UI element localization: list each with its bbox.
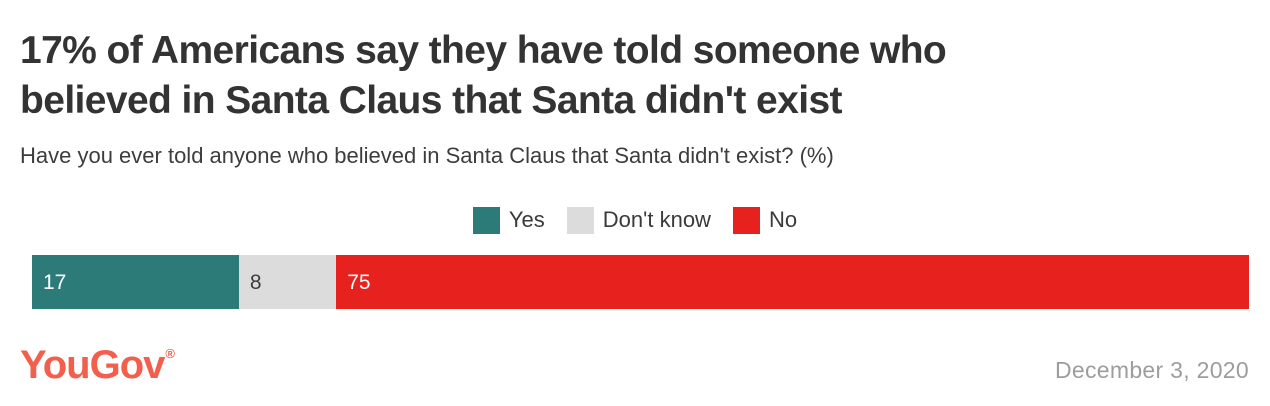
bar-segment-don-t-know: 8 <box>238 255 337 309</box>
chart-legend: Yes Don't know No <box>0 206 1270 234</box>
legend-swatch-yes <box>472 206 500 234</box>
bar-value-no: 75 <box>347 270 371 294</box>
yougov-logo-text: YouGov <box>20 343 165 387</box>
yougov-logo: YouGov® <box>20 343 175 387</box>
legend-label-don-t-know: Don't know <box>602 207 711 232</box>
legend-label-no: No <box>768 207 798 232</box>
bar-value-don-t-know: 8 <box>249 270 262 294</box>
legend-label-yes: Yes <box>508 207 545 232</box>
legend-item-yes: Yes <box>472 206 545 234</box>
legend-swatch-don-t-know <box>566 206 594 234</box>
chart-title: 17% of Americans say they have told some… <box>20 26 1250 126</box>
legend-swatch-no <box>732 206 760 234</box>
bar-segment-no: 75 <box>336 255 1249 309</box>
chart-title-line-2: believed in Santa Claus that Santa didn'… <box>20 79 843 122</box>
chart-title-line-1: 17% of Americans say they have told some… <box>20 29 947 72</box>
legend-item-don-t-know: Don't know <box>566 206 711 234</box>
legend-item-no: No <box>732 206 798 234</box>
bar-value-yes: 17 <box>43 270 67 294</box>
chart-footer: YouGov® December 3, 2020 <box>20 345 1249 385</box>
stacked-bar-chart: 17 8 75 <box>32 255 1249 309</box>
bar-segment-yes: 17 <box>32 255 239 309</box>
registered-trademark-icon: ® <box>165 346 175 361</box>
publish-date: December 3, 2020 <box>1054 357 1249 383</box>
chart-subtitle: Have you ever told anyone who believed i… <box>20 143 834 168</box>
